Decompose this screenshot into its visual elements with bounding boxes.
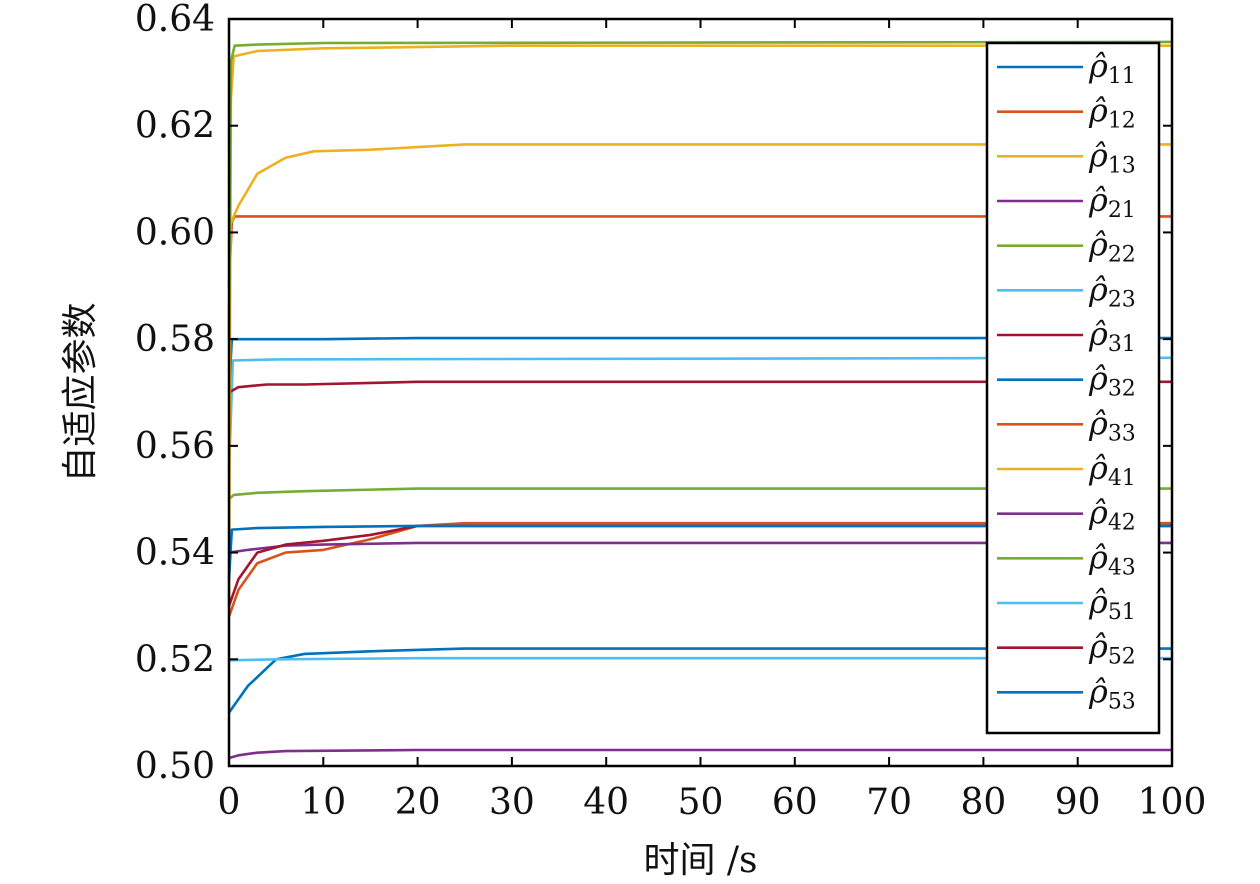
- y-tick-label: 0.54: [135, 533, 215, 574]
- x-tick-label: 30: [489, 782, 535, 823]
- series-line-33: [227, 521, 1172, 618]
- legend-label: ρ̂51: [1088, 583, 1136, 625]
- legend-entry-43: ρ̂43: [1088, 538, 1136, 580]
- legend-label: ρ̂53: [1088, 672, 1136, 714]
- series-line-31: [228, 380, 1172, 394]
- legend-entry-31: ρ̂31: [1088, 315, 1136, 357]
- y-tick-label: 0.56: [135, 426, 215, 467]
- series-line-32: [227, 336, 1172, 393]
- series-line-11: [227, 647, 1172, 714]
- legend-label: ρ̂42: [1088, 494, 1136, 536]
- series-line-22: [228, 487, 1172, 501]
- series-line-21: [228, 748, 1172, 760]
- legend-entry-42: ρ̂42: [1088, 494, 1136, 536]
- y-axis-label: 自适应参数: [60, 302, 101, 482]
- legend-entry-32: ρ̂32: [1088, 360, 1136, 402]
- legend-entry-12: ρ̂12: [1088, 92, 1136, 134]
- legend-entry-53: ρ̂53: [1088, 672, 1136, 714]
- x-tick-label: 100: [1138, 782, 1207, 823]
- legend-entry-33: ρ̂33: [1088, 404, 1136, 446]
- legend-label: ρ̂31: [1088, 315, 1136, 357]
- series-line-51: [228, 656, 1172, 662]
- legend-entry-13: ρ̂13: [1088, 136, 1136, 178]
- legend-entry-41: ρ̂41: [1088, 449, 1136, 491]
- legend-entry-11: ρ̂11: [1088, 47, 1136, 89]
- series-layer: [227, 40, 1173, 760]
- legend-label: ρ̂41: [1088, 449, 1136, 491]
- legend-label: ρ̂52: [1088, 628, 1136, 670]
- y-tick-label: 0.62: [135, 106, 215, 147]
- legend-entry-21: ρ̂21: [1088, 181, 1136, 223]
- x-tick-label: 0: [218, 782, 241, 823]
- legend-label: ρ̂13: [1088, 136, 1136, 178]
- y-tick-label: 0.58: [135, 319, 215, 360]
- legend-entry-51: ρ̂51: [1088, 583, 1136, 625]
- legend-entry-52: ρ̂52: [1088, 628, 1136, 670]
- legend-label: ρ̂22: [1088, 226, 1136, 268]
- legend-label: ρ̂33: [1088, 404, 1136, 446]
- legend-label: ρ̂43: [1088, 538, 1136, 580]
- y-tick-label: 0.60: [135, 212, 215, 253]
- y-tick-label: 0.52: [135, 639, 215, 680]
- x-tick-label: 60: [772, 782, 818, 823]
- series-line-43: [227, 40, 1173, 340]
- legend-label: ρ̂21: [1088, 181, 1136, 223]
- x-tick-label: 20: [395, 782, 441, 823]
- legend-label: ρ̂32: [1088, 360, 1136, 402]
- x-tick-label: 90: [1055, 782, 1101, 823]
- x-tick-label: 40: [583, 782, 629, 823]
- x-tick-label: 10: [300, 782, 346, 823]
- legend-label: ρ̂12: [1088, 92, 1136, 134]
- x-axis-label: 时间 /s: [643, 840, 757, 881]
- y-tick-label: 0.50: [135, 746, 215, 787]
- legend: ρ̂11ρ̂12ρ̂13ρ̂21ρ̂22ρ̂23ρ̂31ρ̂32ρ̂33ρ̂41…: [985, 41, 1161, 735]
- legend-label: ρ̂23: [1088, 270, 1136, 312]
- legend-entry-22: ρ̂22: [1088, 226, 1136, 268]
- legend-box: [985, 41, 1161, 735]
- axes-layer: 0 10 20 30 40 50 60 70 80 90 100 0.50 0.52 0.54 0.56 0.…: [135, 0, 1207, 823]
- series-line-53: [227, 524, 1172, 580]
- y-tick-label: 0.64: [135, 0, 215, 40]
- x-tick-label: 70: [866, 782, 912, 823]
- legend-entry-23: ρ̂23: [1088, 270, 1136, 312]
- series-line-42: [228, 541, 1172, 554]
- series-line-13: [227, 143, 1172, 228]
- x-tick-label: 50: [678, 782, 724, 823]
- x-tick-label: 80: [960, 782, 1006, 823]
- legend-label: ρ̂11: [1088, 47, 1136, 89]
